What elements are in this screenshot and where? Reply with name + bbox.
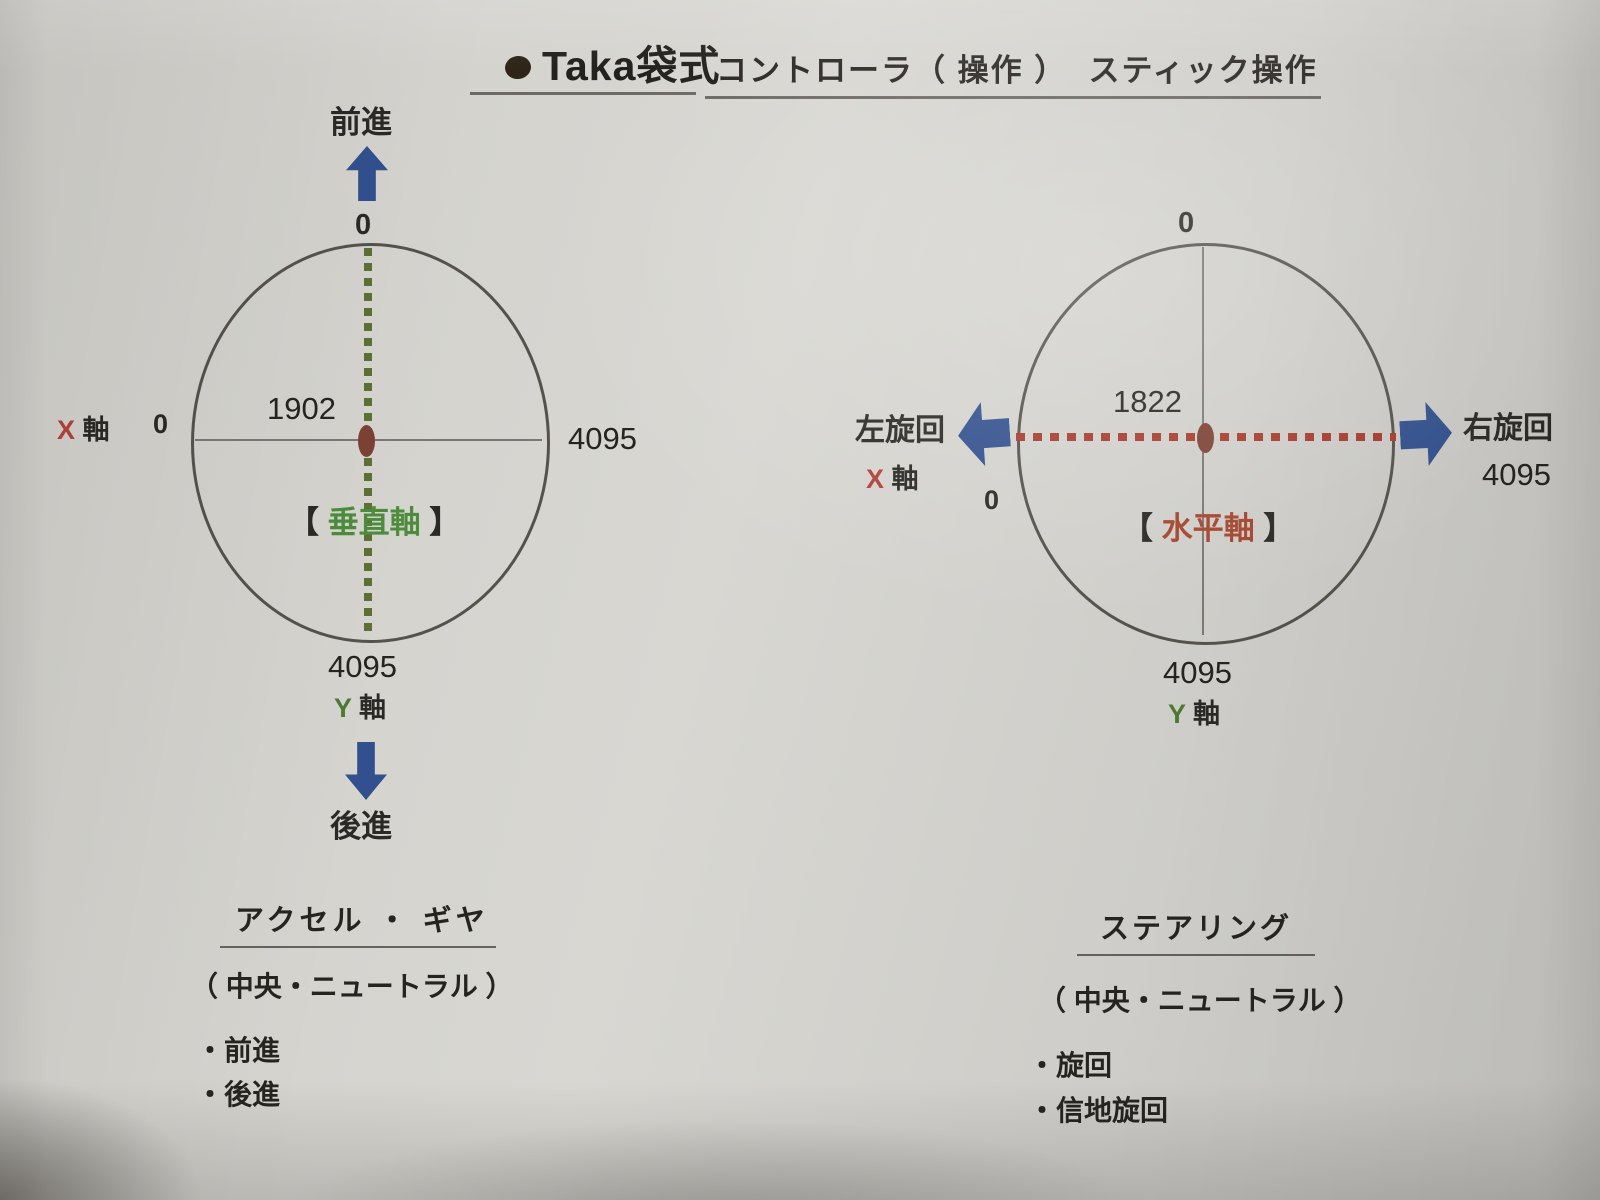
page-title-name: Taka袋式 (542, 43, 721, 89)
accelerator-section-subheading: （ 中央・ニュートラル ） (190, 971, 514, 1002)
axis-suffix: 軸 (351, 693, 387, 723)
bracket-open: 【 (1122, 511, 1162, 546)
list-item: ・前進 (196, 1035, 281, 1066)
right-center-value: 1822 (1113, 384, 1182, 419)
list-item: ・信地旋回 (1028, 1095, 1169, 1126)
arrow-up-icon (346, 146, 388, 201)
right-stick-circle (1017, 243, 1395, 645)
list-item: ・旋回 (1028, 1050, 1113, 1081)
left-turn-label: 左旋回 (855, 414, 945, 447)
left-x-min-value: 0 (153, 409, 169, 439)
accelerator-heading-underline (220, 946, 496, 948)
left-x-max-value: 4095 (568, 421, 637, 456)
axis-name-text: 水平軸 (1161, 511, 1255, 546)
vertical-axis-name: 【 垂直軸 】 (288, 505, 461, 540)
left-stick-center-dot (358, 425, 375, 457)
accelerator-section-heading: アクセル ・ ギヤ (235, 905, 489, 937)
x-letter: X (866, 464, 885, 494)
steering-heading-underline (1077, 954, 1315, 956)
right-diagram-top-value: 0 (1178, 207, 1195, 239)
backward-label: 後進 (330, 809, 392, 844)
arrow-right-icon (1398, 401, 1453, 468)
arrow-left-icon (956, 400, 1012, 467)
left-center-value: 1902 (267, 391, 336, 426)
forward-label: 前進 (330, 105, 392, 140)
right-y-max-value: 4095 (1163, 655, 1232, 690)
axis-suffix: 軸 (75, 415, 110, 445)
right-stick-center-dot (1197, 423, 1214, 453)
steering-section-subheading: （ 中央・ニュートラル ） (1038, 985, 1362, 1016)
horizontal-axis-name: 【 水平軸 】 (1122, 511, 1295, 546)
left-stick-circle (191, 243, 550, 643)
right-turn-label: 右旋回 (1463, 412, 1553, 445)
left-y-axis-label: Y 軸 (334, 693, 387, 724)
title-underline (470, 92, 696, 95)
right-x-min-value: 0 (984, 485, 1000, 515)
list-item: ・後進 (196, 1079, 281, 1110)
bracket-close: 】 (420, 505, 461, 540)
axis-suffix: 軸 (884, 464, 919, 494)
right-y-axis-label: Y 軸 (1168, 699, 1221, 730)
bullet-icon (503, 54, 533, 81)
subtitle-underline (705, 96, 1321, 99)
bracket-close: 】 (1254, 511, 1295, 546)
bracket-open: 【 (288, 505, 328, 540)
page-title-subtitle: コントローラ（ 操作 ） スティック操作 (716, 53, 1318, 88)
y-letter: Y (1168, 699, 1186, 729)
axis-suffix: 軸 (1185, 699, 1221, 729)
left-y-max-value: 4095 (328, 649, 397, 684)
left-diagram-top-value: 0 (355, 209, 372, 241)
axis-name-text: 垂直軸 (327, 505, 421, 540)
left-x-axis-label: X 軸 (57, 415, 110, 446)
right-x-max-value: 4095 (1482, 457, 1551, 492)
x-letter: X (57, 415, 76, 445)
y-letter: Y (334, 693, 352, 723)
arrow-down-icon (345, 742, 387, 800)
right-x-axis-label: X 軸 (866, 464, 919, 495)
steering-section-heading: ステアリング (1100, 913, 1293, 945)
